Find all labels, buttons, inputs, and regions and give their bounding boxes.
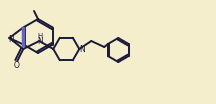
Text: N: N [79, 45, 85, 54]
Text: O: O [13, 61, 19, 71]
Text: N: N [8, 35, 14, 43]
Text: N: N [37, 37, 43, 46]
Text: H: H [38, 33, 43, 40]
